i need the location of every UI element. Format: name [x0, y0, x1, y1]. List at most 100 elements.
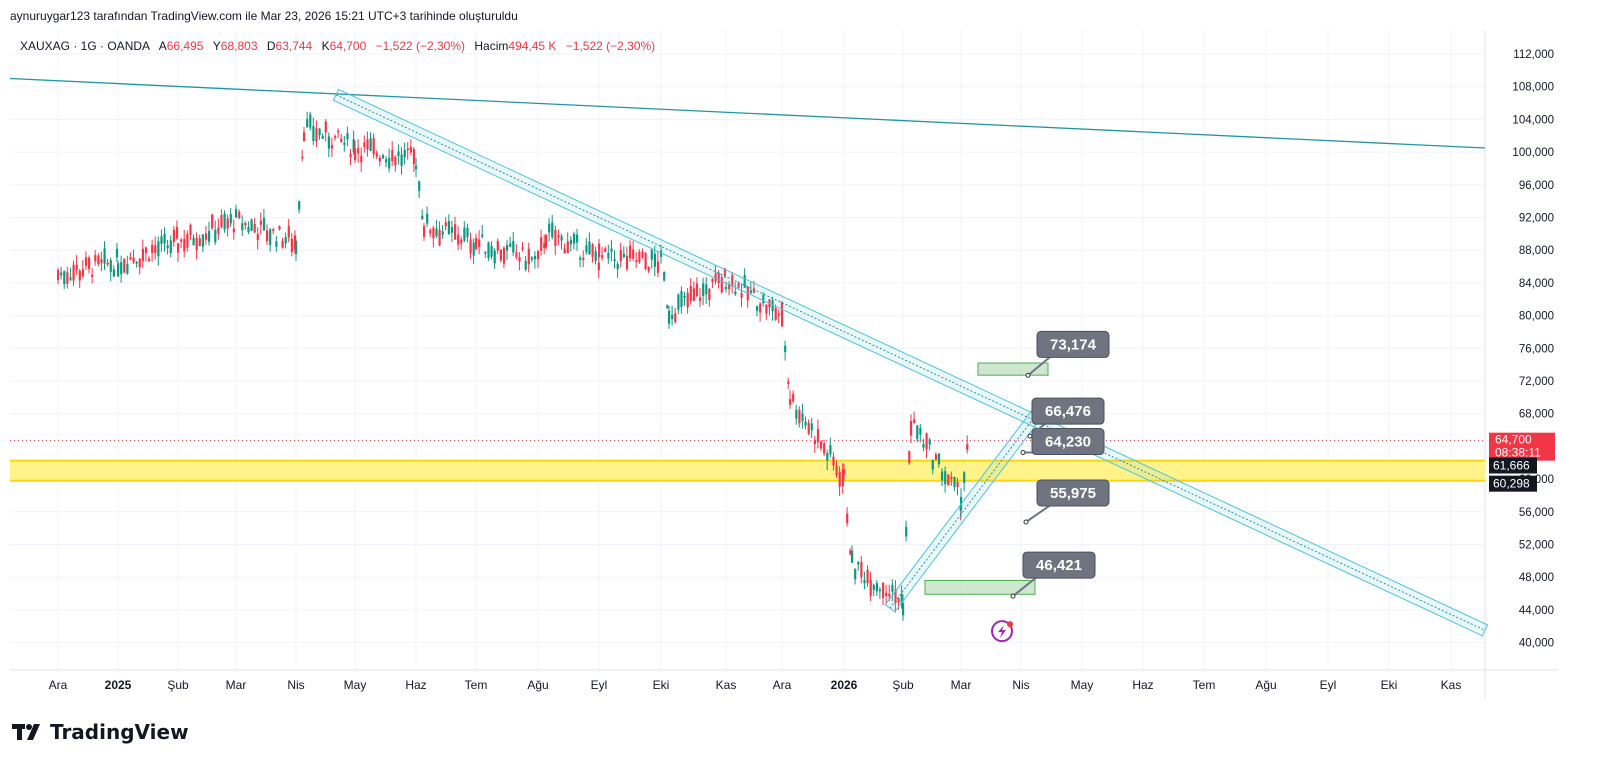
candle-body [423, 226, 426, 237]
candle-body [343, 142, 346, 145]
candle-body [705, 284, 708, 295]
candle-body [284, 237, 287, 244]
y-tick-label: 40,000 [1519, 638, 1554, 650]
x-tick-label: Ara [49, 678, 68, 692]
x-tick-label: 2026 [831, 678, 858, 692]
last-price-tag-value: 64,700 [1495, 433, 1532, 447]
candle-body [369, 138, 372, 151]
candle-body [112, 269, 115, 277]
candle-body [69, 277, 72, 280]
candle-body [409, 146, 412, 153]
candle-body [804, 421, 807, 426]
candle-body [278, 226, 281, 230]
candle-body [106, 262, 109, 265]
candle-body [330, 144, 334, 149]
last-price-tag-countdown: 08:38:11 [1495, 446, 1541, 460]
candle-body [663, 271, 666, 281]
volume-label: Hacim [474, 39, 509, 53]
candle-body [166, 245, 169, 249]
zone-top-tag-value: 61,666 [1493, 458, 1530, 472]
callout-label: 64,230 [1045, 434, 1091, 451]
candle-body [613, 259, 616, 262]
chart-area[interactable]: 112,000 108,000 104,000 100,000 96,000 92,000… [10, 30, 1558, 700]
candle-body [388, 157, 391, 169]
candle-body [135, 261, 138, 264]
candle-body [163, 233, 166, 244]
callout-box [1036, 330, 1110, 358]
tradingview-logo[interactable]: TradingView [12, 720, 189, 744]
x-tick-label: Haz [405, 678, 426, 692]
target-box-upper [977, 362, 1049, 376]
candle-body [866, 569, 869, 584]
candle-body [863, 579, 866, 584]
candle-body [731, 275, 734, 287]
y-tick-label: 52,000 [1519, 540, 1554, 552]
event-dot [1007, 621, 1013, 628]
candle-body [607, 252, 610, 259]
x-tick-label: May [344, 678, 367, 692]
candle-body [512, 240, 515, 253]
candle-body [680, 291, 683, 307]
candle-body [132, 257, 135, 263]
event-bolt-glyph [998, 625, 1006, 639]
candle-body [211, 214, 214, 228]
candle-body [169, 240, 172, 253]
candle-body [290, 238, 293, 253]
candle-body [759, 303, 762, 313]
candle-body [869, 579, 872, 596]
candle-body [533, 256, 537, 260]
y-tick-label: 68,000 [1519, 409, 1554, 421]
candle-body [683, 295, 686, 298]
candle-body [208, 230, 211, 242]
candle-body [849, 550, 852, 555]
candle-body [151, 244, 154, 253]
candle-body [922, 444, 925, 448]
candle-body [253, 223, 256, 233]
candle-body [692, 288, 695, 301]
candle-body [301, 156, 304, 159]
candle-body [115, 248, 119, 258]
target-box-lower [924, 579, 1036, 595]
candle-body [807, 422, 810, 434]
candle-body [357, 148, 360, 154]
candle-body [262, 217, 266, 231]
candle-body [94, 254, 97, 262]
candle-body [421, 215, 424, 220]
candle-body [378, 157, 381, 162]
x-tick-label: Kas [1441, 678, 1462, 692]
candle-body [579, 257, 582, 260]
candle-body [928, 439, 931, 445]
high-label: Y [212, 39, 221, 53]
callout-pointer [1025, 503, 1053, 523]
candle-body [966, 443, 969, 450]
x-tick-label: Eki [1381, 678, 1398, 692]
candle-body [953, 476, 956, 487]
candle-body [217, 227, 220, 234]
candle-body [275, 241, 278, 247]
candle-body [397, 151, 400, 156]
candle-body [478, 239, 481, 248]
candle-body [846, 513, 849, 524]
candle-body [916, 425, 919, 440]
candle-body [557, 235, 560, 238]
candle-body [829, 445, 832, 455]
price-chart[interactable]: 112,000 108,000 104,000 100,000 96,000 92,000… [10, 30, 1558, 700]
candle-body [944, 471, 947, 485]
x-tick-label: Mar [951, 678, 972, 692]
candle-body [572, 233, 576, 244]
candle-body [138, 258, 141, 268]
candle-body [157, 241, 160, 257]
candle-body [777, 313, 780, 316]
x-tick-label: May [1071, 678, 1094, 692]
candle-body [798, 409, 801, 424]
zone-bottom-tag [1489, 475, 1537, 492]
candle-body [337, 130, 340, 133]
change-value: −1,522 (−2,30%) [375, 39, 466, 53]
candle-body [717, 272, 720, 283]
candle-body [103, 248, 106, 264]
candle-body [66, 272, 69, 284]
symbol-label[interactable]: XAUXAG · 1G · OANDA [20, 39, 150, 53]
candle-body [588, 241, 591, 255]
candle-body [484, 251, 487, 254]
candle-body [324, 121, 327, 133]
